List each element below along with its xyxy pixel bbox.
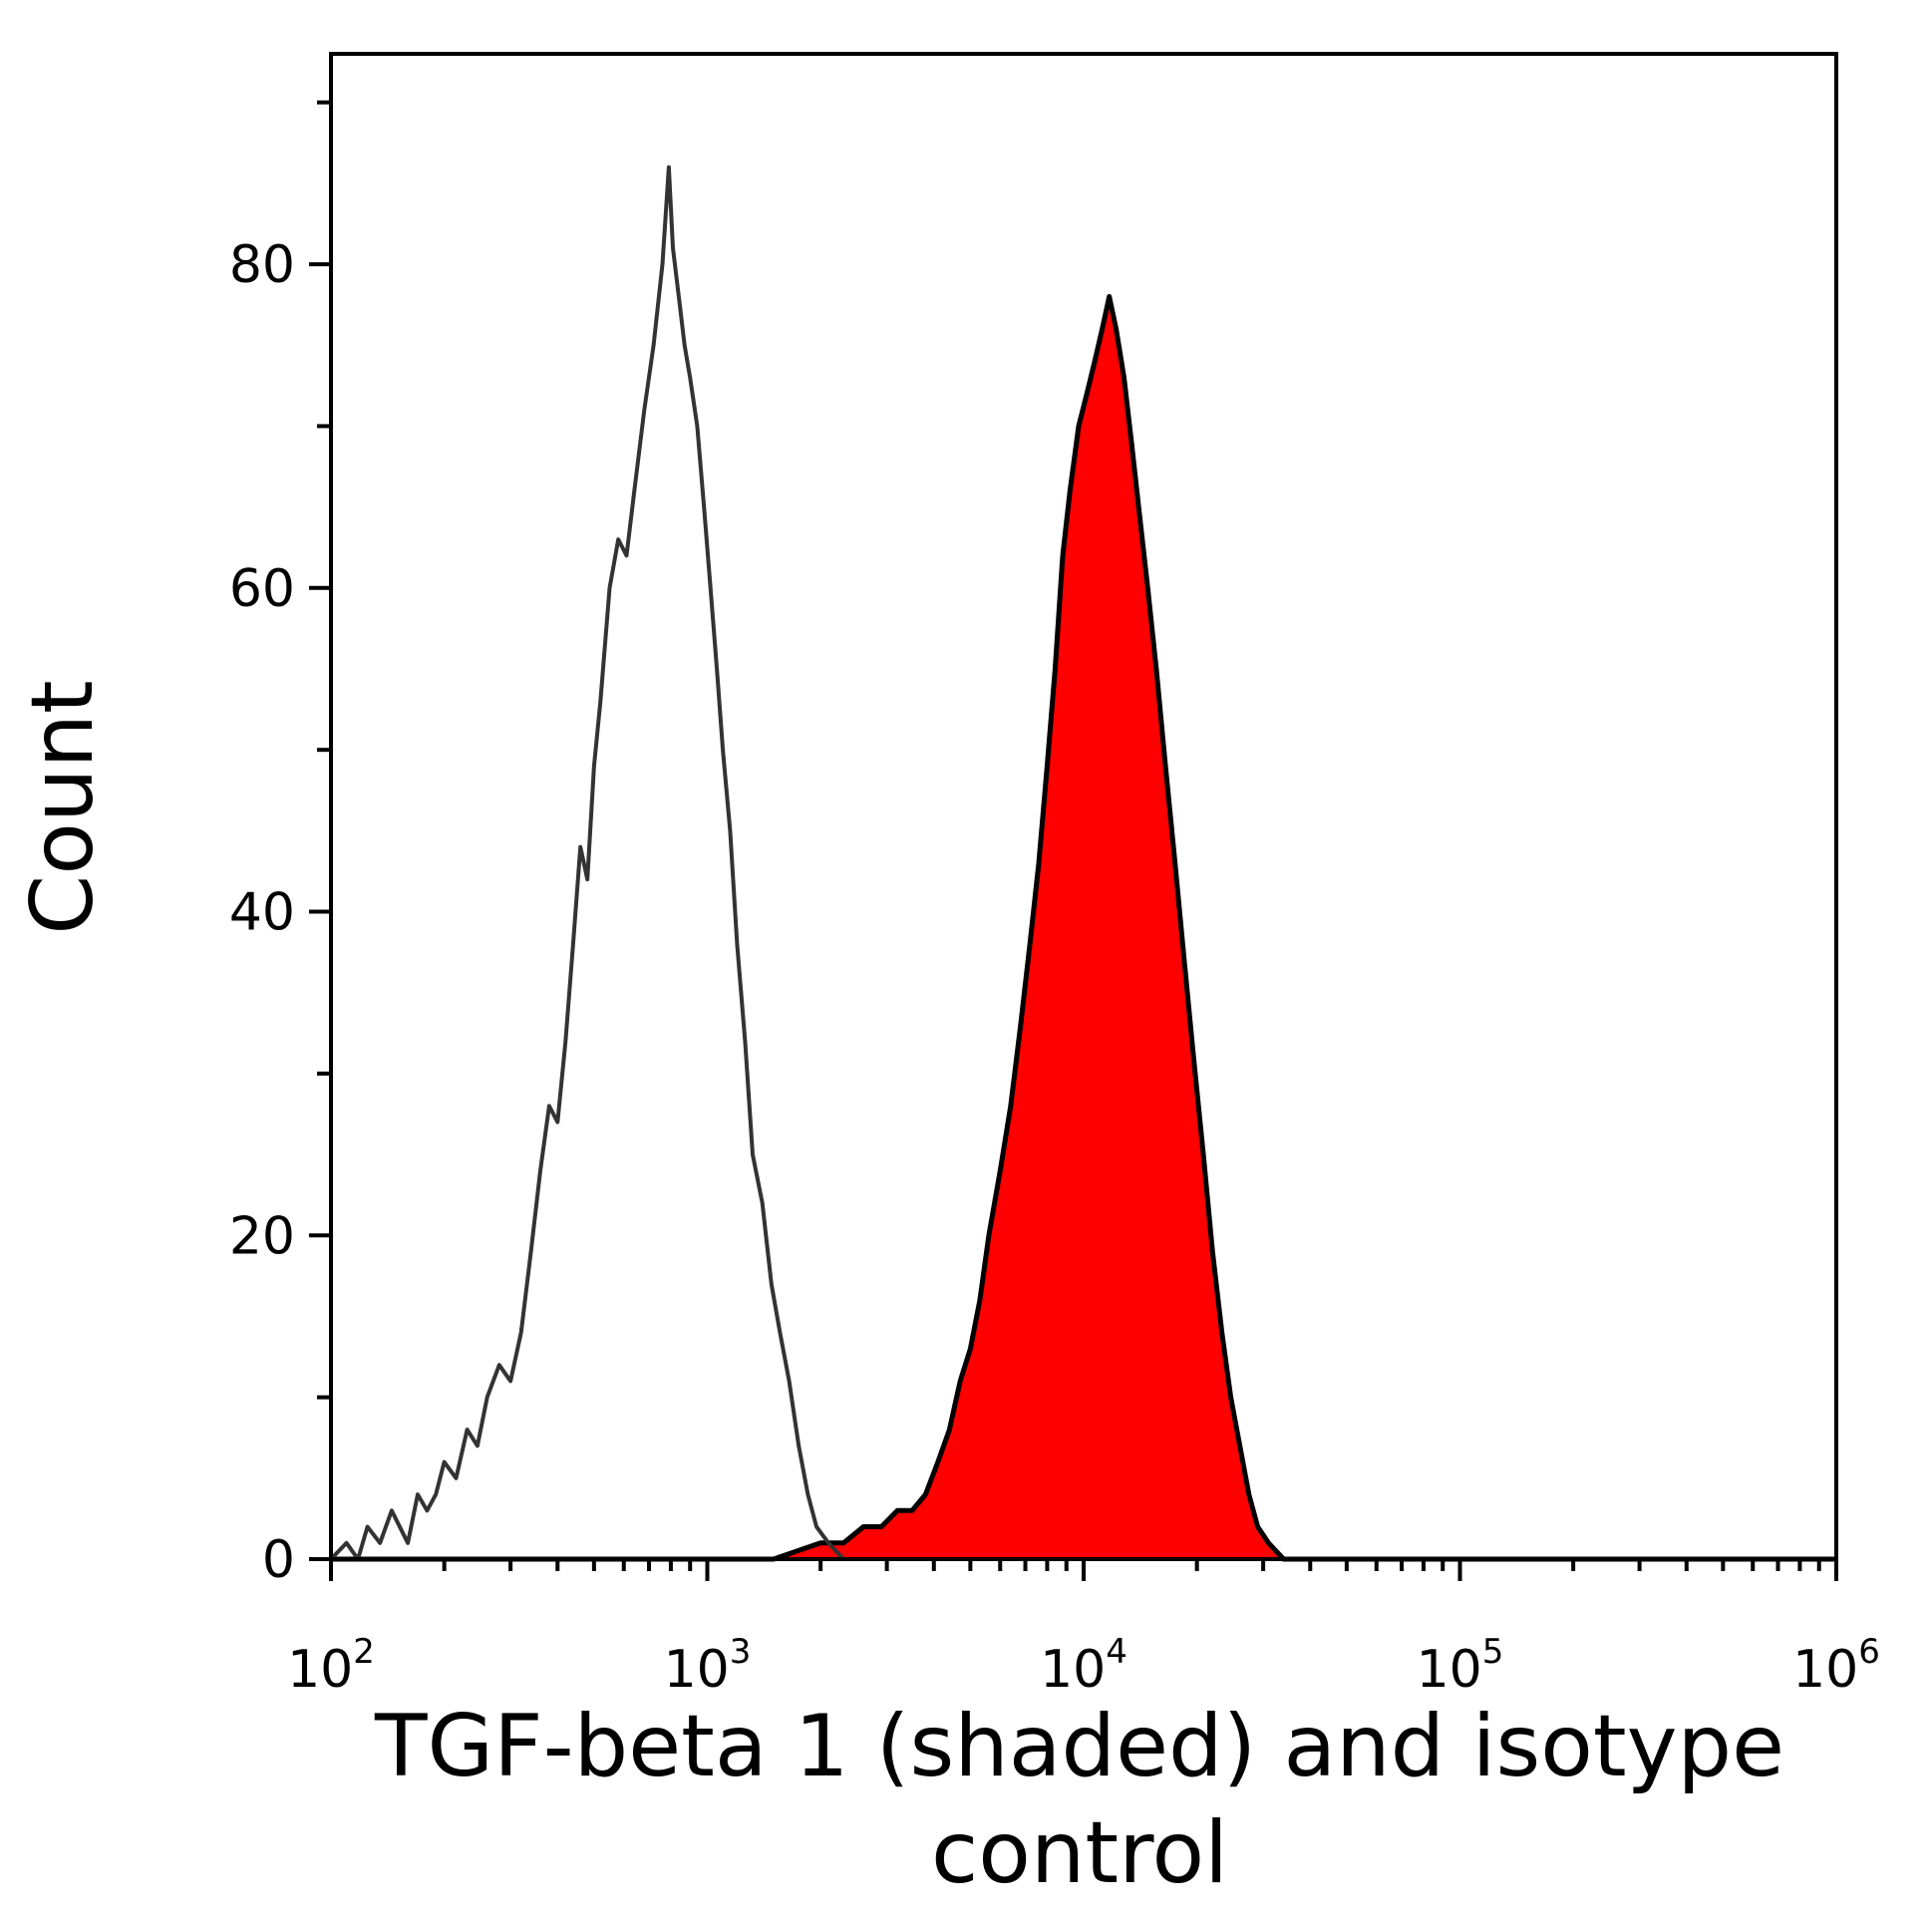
x-tick-label: 104 [1040, 1632, 1127, 1700]
y-tick-label: 40 [229, 883, 295, 943]
x-tick-label: 105 [1417, 1632, 1504, 1700]
plot-content [329, 164, 1836, 1562]
x-axis-title-line-1: TGF-beta 1 (shaded) and isotype [374, 1697, 1784, 1796]
x-tick-label: 106 [1792, 1632, 1880, 1700]
shaded-series-outline [331, 294, 1836, 1562]
x-tick-label: 103 [664, 1632, 752, 1700]
isotype-series-line [329, 164, 1836, 1561]
y-tick-label: 0 [262, 1530, 295, 1590]
y-axis-title: Count [13, 680, 113, 934]
y-tick-label: 20 [229, 1206, 295, 1266]
y-tick-label: 60 [229, 559, 295, 619]
y-axis: 0 20 40 60 80 [229, 100, 331, 1590]
y-tick-label: 80 [229, 235, 295, 295]
shaded-series-fill [331, 296, 1836, 1559]
x-axis-title-line-2: control [931, 1803, 1228, 1903]
x-axis: 102 103 104 105 106 [287, 1559, 1880, 1700]
x-tick-label: 102 [287, 1632, 375, 1700]
